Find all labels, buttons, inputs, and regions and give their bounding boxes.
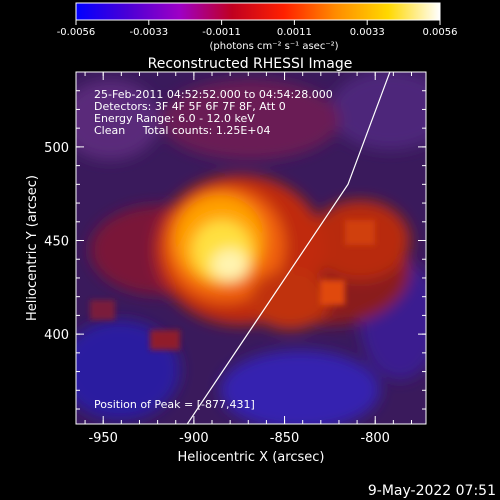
y-axis-ticks: 400 450 500 (44, 90, 426, 410)
info-line-detectors: Detectors: 3F 4F 5F 6F 7F 8F, Att 0 (94, 100, 286, 113)
x-tick-label: -850 (270, 431, 300, 446)
peak-position-text: Position of Peak = [-877,431] (94, 398, 255, 411)
colorbar-tick-label: -0.0033 (129, 27, 168, 38)
y-axis-label: Heliocentric Y (arcsec) (25, 175, 40, 321)
info-line-energy: Energy Range: 6.0 - 12.0 keV (94, 112, 255, 125)
x-tick-label: -900 (179, 431, 209, 446)
x-axis-label: Heliocentric X (arcsec) (178, 450, 325, 465)
colorbar-tick-label: -0.0056 (57, 27, 96, 38)
x-tick-label: -800 (360, 431, 390, 446)
solar-limb-line (186, 72, 391, 424)
plot-frame (75, 71, 427, 425)
colorbar-tick-label: -0.0011 (202, 27, 241, 38)
y-tick-label: 500 (44, 141, 69, 156)
colorbar (75, 2, 441, 21)
colorbar-unit-label: (photons cm⁻² s⁻¹ asec⁻²) (209, 41, 338, 52)
info-line-clean: Clean Total counts: 1.25E+04 (94, 124, 271, 137)
timestamp: 9-May-2022 07:51 (368, 483, 496, 499)
info-line-time: 25-Feb-2011 04:52:52.000 to 04:54:28.000 (94, 88, 333, 101)
colorbar-tick-label: 0.0033 (350, 27, 385, 38)
colorbar-tick-label: 0.0011 (277, 27, 312, 38)
colorbar-tick-label: 0.0056 (423, 27, 458, 38)
x-tick-label: -950 (88, 431, 118, 446)
colorbar-ticks: -0.0056 -0.0033 -0.0011 0.0011 0.0033 0.0056 (57, 20, 458, 38)
y-tick-label: 450 (44, 235, 69, 250)
y-tick-label: 400 (44, 328, 69, 343)
x-axis-ticks: -950 -900 -850 -800 (84, 72, 412, 446)
rhessi-map (76, 72, 426, 424)
image-title: Reconstructed RHESSI Image (148, 56, 353, 72)
